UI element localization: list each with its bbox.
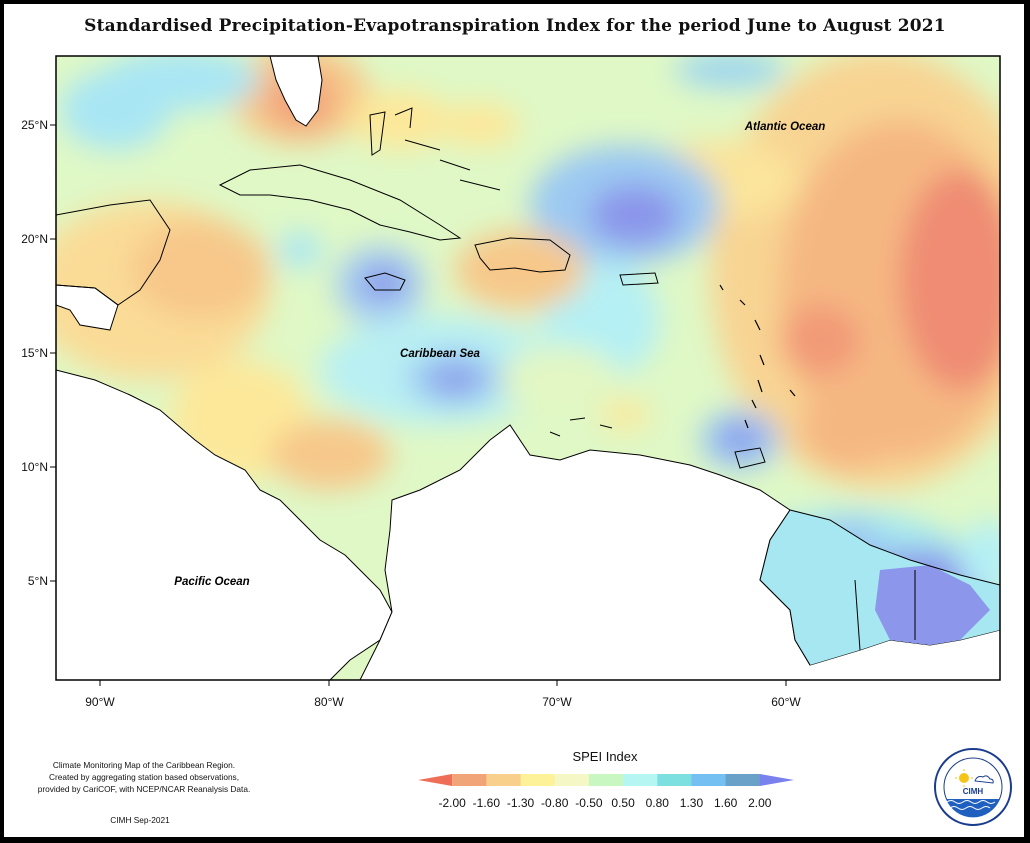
lat-labels: 25°N 20°N 15°N 10°N 5°N (21, 118, 48, 588)
lat-label-20n: 20°N (21, 232, 48, 246)
lon-labels: 90°W 80°W 70°W 60°W (85, 695, 801, 709)
lat-label-10n: 10°N (21, 460, 48, 474)
legend-swatch (452, 774, 487, 786)
legend-tick-label: -1.30 (507, 796, 535, 810)
legend-swatch (554, 774, 590, 786)
lat-label-15n: 15°N (21, 346, 48, 360)
legend-swatch (418, 774, 453, 786)
island-bahamas (369, 107, 501, 191)
legend-tick-label: 2.00 (748, 796, 772, 810)
map-title: Standardised Precipitation-Evapotranspir… (84, 16, 946, 36)
credit-line-2: Created by aggregating station based obs… (48, 772, 240, 782)
legend-tick-labels: -2.00 -1.60 -1.30 -0.80 -0.50 0.50 0.80 1.30 1.6… (439, 796, 772, 810)
legend-title: SPEI Index (572, 749, 638, 764)
legend-swatch (588, 774, 624, 786)
lat-label-5n: 5°N (28, 574, 48, 588)
label-pacific-ocean: Pacific Ocean (174, 576, 249, 588)
credit-line-3: provided by CariCOF, with NCEP/NCAR Rean… (37, 784, 251, 794)
map-border (55, 55, 1001, 681)
land-florida (269, 56, 323, 127)
legend-tick-label: 0.50 (611, 796, 635, 810)
legend-swatch (486, 774, 522, 786)
legend-swatch (657, 774, 692, 786)
lon-label-80w: 80°W (314, 695, 344, 709)
island-cuba (218, 164, 462, 241)
legend-tick-label: -0.80 (541, 796, 569, 810)
spei-field (56, 56, 1000, 680)
legend-swatch (725, 774, 761, 786)
cimh-logo: CIMH (934, 748, 1012, 826)
island-abc (549, 417, 613, 437)
legend-tick-label: -1.60 (473, 796, 501, 810)
legend-tick-label: 0.80 (646, 796, 670, 810)
legend-tick-label: -2.00 (439, 796, 467, 810)
legend-tick-label: -0.50 (575, 796, 603, 810)
lon-label-90w: 90°W (85, 695, 115, 709)
lon-label-70w: 70°W (542, 695, 572, 709)
cloud-icon (974, 775, 994, 784)
legend-swatch (691, 774, 727, 786)
label-atlantic-ocean: Atlantic Ocean (744, 121, 826, 133)
island-hispaniola (474, 237, 571, 273)
island-trinidad (734, 447, 766, 469)
label-caribbean-sea: Caribbean Sea (400, 348, 480, 360)
lat-label-25n: 25°N (21, 118, 48, 132)
legend-tick-label: 1.30 (680, 796, 704, 810)
legend-swatch (759, 774, 794, 786)
credit-line-1: Climate Monitoring Map of the Caribbean … (52, 760, 236, 770)
legend-tick-label: 1.60 (714, 796, 738, 810)
lat-ticks (50, 124, 56, 582)
lon-ticks (99, 680, 787, 686)
islands-lesser-antilles (719, 284, 796, 429)
island-puerto-rico (619, 272, 659, 286)
legend-swatch (623, 774, 658, 786)
legend-colorbar (418, 774, 794, 786)
sun-icon (959, 773, 969, 783)
lon-label-60w: 60°W (771, 695, 801, 709)
credit-text: Climate Monitoring Map of the Caribbean … (24, 759, 264, 795)
logo-text: CIMH (963, 787, 984, 796)
legend-swatch (520, 774, 556, 786)
island-jamaica (364, 272, 406, 291)
credit-date: CIMH Sep-2021 (110, 815, 170, 825)
